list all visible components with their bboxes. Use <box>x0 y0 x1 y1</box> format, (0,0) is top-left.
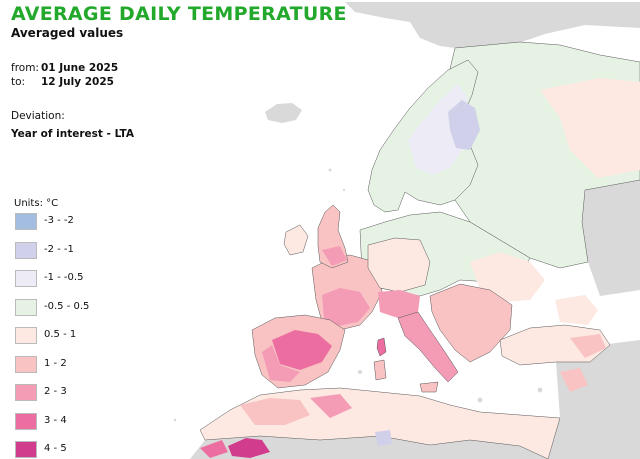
sicily <box>419 381 439 393</box>
sweden-cool <box>408 84 468 175</box>
legend-label: 3 - 4 <box>44 414 67 426</box>
greenland-region <box>345 2 640 50</box>
date-from-row: from: 01 June 2025 <box>11 62 118 74</box>
finland-cool <box>448 100 480 150</box>
map-subtitle: Averaged values <box>11 26 124 40</box>
algeria-hot <box>310 394 352 418</box>
faroe-islands <box>328 168 332 172</box>
ireland <box>283 224 309 256</box>
deviation-value: Year of interest - LTA <box>11 128 134 140</box>
legend-label: 0.5 - 1 <box>44 329 77 340</box>
turkey <box>499 324 611 366</box>
temperature-regions <box>199 41 640 459</box>
balearic-islands <box>358 370 362 374</box>
france-south-hot <box>322 288 370 326</box>
africa-south-region <box>190 436 550 459</box>
morocco-warm <box>240 398 310 425</box>
germany-warm <box>367 237 431 293</box>
no-data-land <box>190 2 640 459</box>
date-to-row: to: 12 July 2025 <box>11 76 114 88</box>
date-from-label: from: <box>11 62 39 74</box>
legend-units: Units: °C <box>14 198 59 209</box>
shetland-islands <box>342 188 346 192</box>
cyprus-island <box>537 387 543 393</box>
middle-east-region <box>548 340 640 459</box>
egypt-cool <box>375 430 392 446</box>
islands <box>173 168 543 422</box>
legend-swatch <box>15 327 37 344</box>
crete-island <box>477 397 483 403</box>
legend-label: -0.5 - 0.5 <box>44 300 90 312</box>
caucasus <box>555 295 598 325</box>
legend-swatch <box>15 412 37 430</box>
date-from-value: 01 June 2025 <box>41 62 119 74</box>
iceland <box>265 103 302 123</box>
atlas-hot <box>200 440 228 458</box>
legend-swatch <box>15 441 37 458</box>
uk-south-hot <box>322 246 347 266</box>
turkey-east-hot <box>570 334 606 358</box>
azores-islands <box>173 418 177 422</box>
legend-swatch <box>15 384 37 401</box>
balkans <box>429 283 513 363</box>
legend-swatch <box>15 298 37 316</box>
sardinia <box>373 359 387 381</box>
deviation-label: Deviation: <box>11 110 65 122</box>
alps-hot <box>378 290 420 318</box>
date-to-value: 12 July 2025 <box>41 76 114 88</box>
legend-label: 2 - 3 <box>44 386 67 397</box>
italy <box>397 311 459 383</box>
levant-warm <box>560 368 588 392</box>
russia-east-warm <box>540 78 640 178</box>
legend-swatch <box>15 213 37 230</box>
legend-label: -1 - -0.5 <box>44 272 84 283</box>
iberia-hot <box>272 330 332 370</box>
legend-label: -3 - -2 <box>44 215 74 226</box>
legend-label: 4 - 5 <box>44 443 67 454</box>
map-title: AVERAGE DAILY TEMPERATURE <box>11 3 347 25</box>
iberia-core <box>262 345 300 382</box>
corsica <box>376 337 387 357</box>
legend-label: 1 - 2 <box>44 357 67 369</box>
legend-swatch <box>15 355 37 373</box>
legend-swatch <box>15 270 37 287</box>
date-to-label: to: <box>11 76 26 88</box>
asia-region <box>582 180 640 296</box>
legend-label: -2 - -1 <box>44 243 74 255</box>
atlas-hottest <box>228 438 270 458</box>
legend-swatch <box>15 241 37 259</box>
